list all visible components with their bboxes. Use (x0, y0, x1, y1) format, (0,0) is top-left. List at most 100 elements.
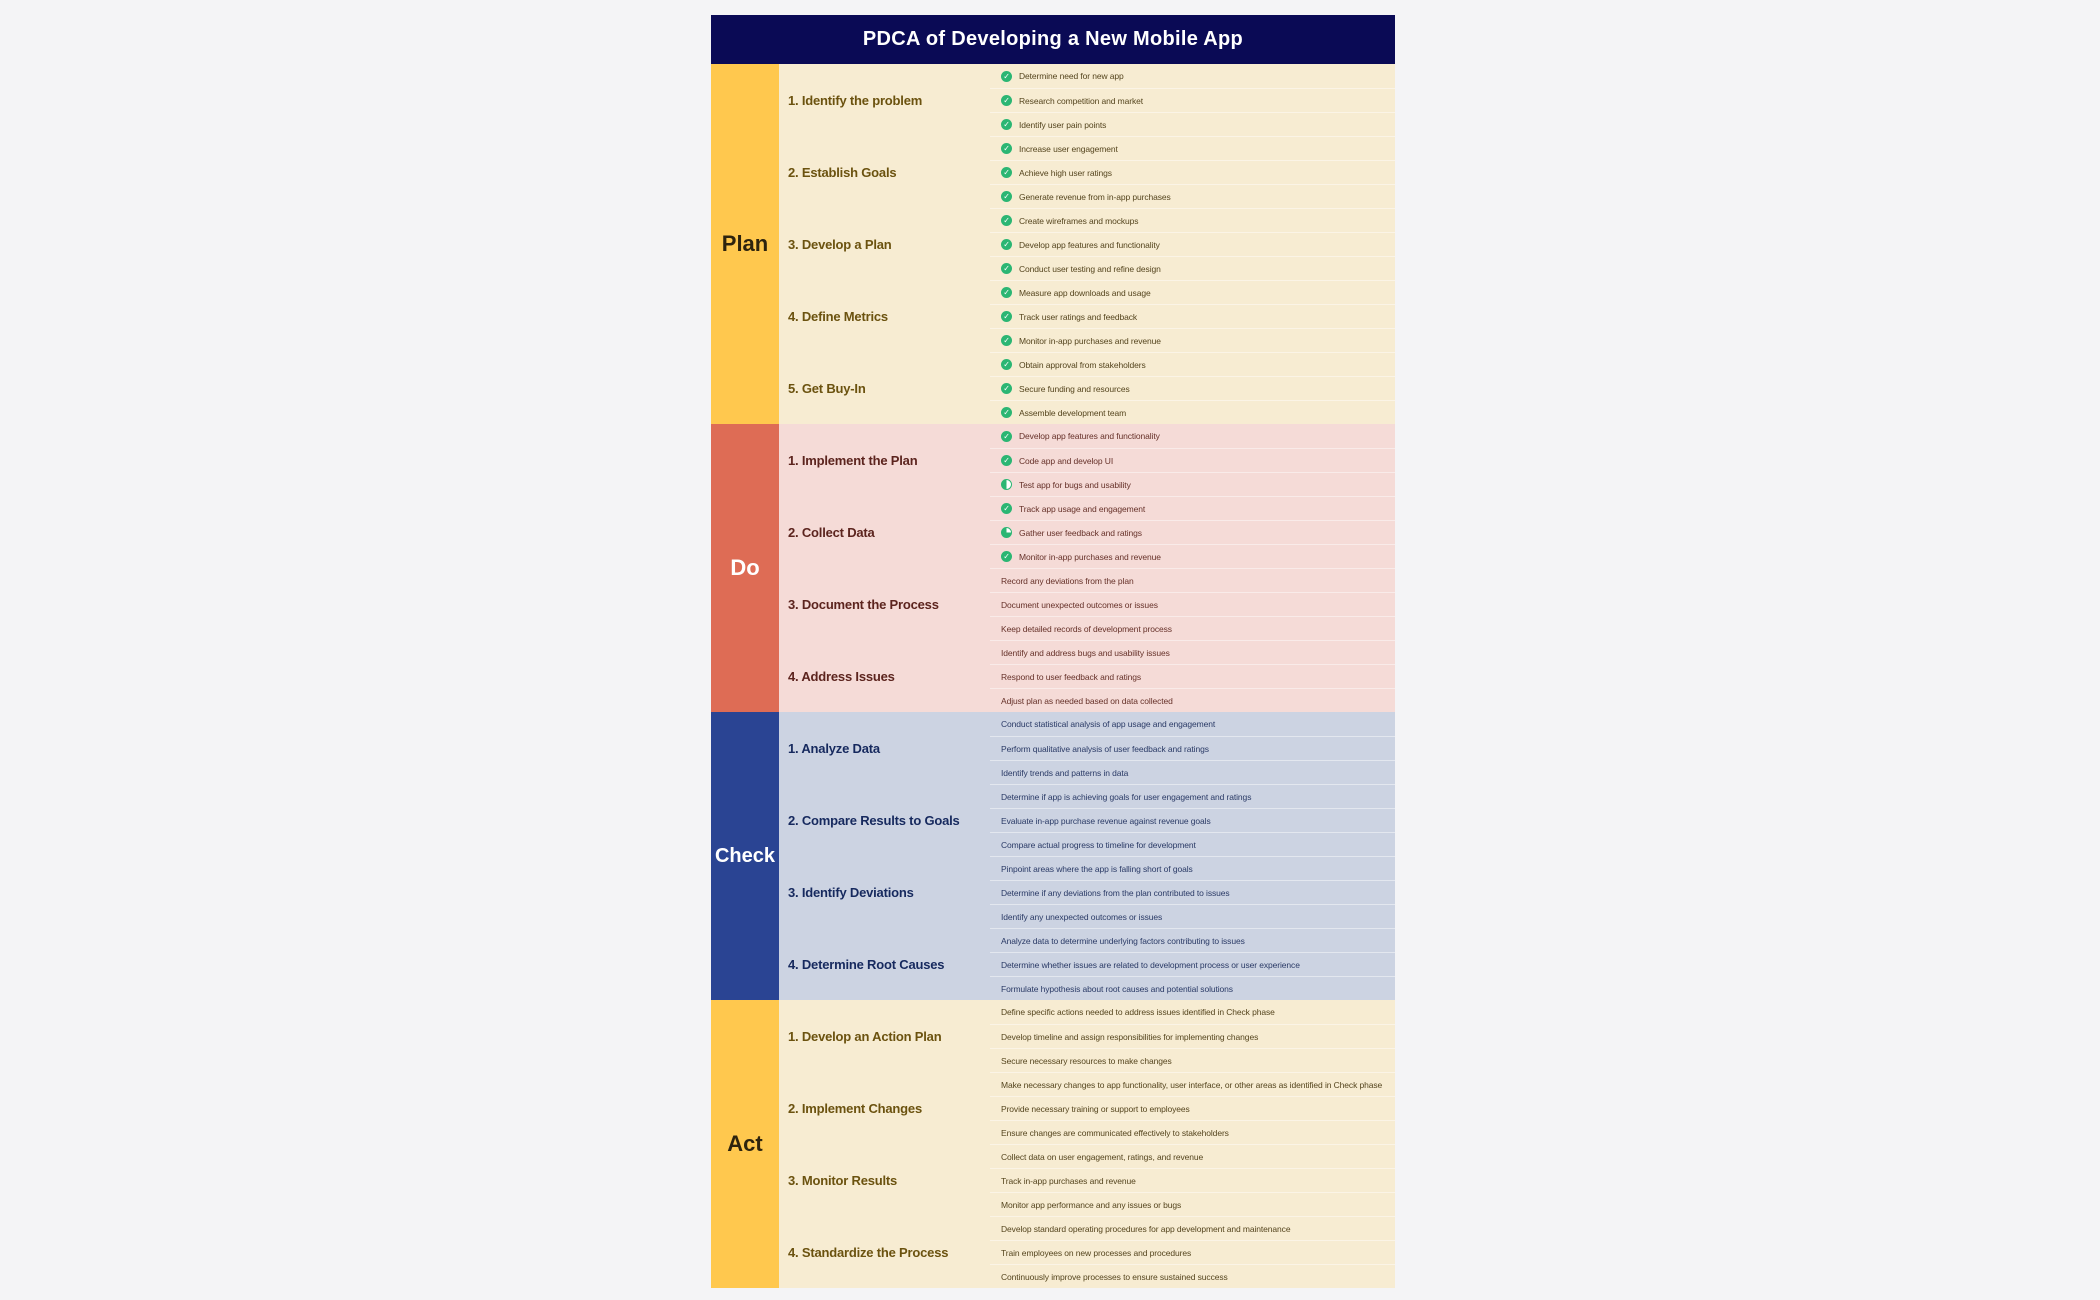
list-item-text: Conduct user testing and refine design (1019, 263, 1161, 274)
step-items: Conduct statistical analysis of app usag… (990, 712, 1395, 784)
phase-content: 1. Implement the Plan Develop app featur… (779, 424, 1395, 712)
list-item: Identify and address bugs and usability … (990, 640, 1395, 664)
list-item-text: Provide necessary training or support to… (1001, 1103, 1190, 1114)
step-title: 4. Determine Root Causes (788, 956, 945, 972)
list-item: Monitor app performance and any issues o… (990, 1192, 1395, 1216)
list-item: Record any deviations from the plan (990, 568, 1395, 592)
list-item-text: Generate revenue from in-app purchases (1019, 191, 1171, 202)
list-item: Obtain approval from stakeholders (990, 352, 1395, 376)
list-item: Determine if any deviations from the pla… (990, 880, 1395, 904)
three-quarter-circle-icon (1001, 527, 1012, 538)
check-circle-icon (1001, 119, 1012, 130)
list-item: Respond to user feedback and ratings (990, 664, 1395, 688)
list-item: Secure necessary resources to make chang… (990, 1048, 1395, 1072)
list-item-text: Secure necessary resources to make chang… (1001, 1055, 1172, 1066)
step-row: 1. Identify the problem Determine need f… (779, 64, 1395, 136)
step-items: Create wireframes and mockups Develop ap… (990, 208, 1395, 280)
list-item-text: Document unexpected outcomes or issues (1001, 599, 1158, 610)
list-item-text: Identify any unexpected outcomes or issu… (1001, 911, 1163, 922)
list-item: Determine if app is achieving goals for … (990, 784, 1395, 808)
list-item: Determine need for new app (990, 64, 1395, 88)
list-item-text: Create wireframes and mockups (1019, 215, 1139, 226)
step-row: 3. Document the Process Record any devia… (779, 568, 1395, 640)
list-item-text: Track user ratings and feedback (1019, 311, 1138, 322)
list-item: Monitor in-app purchases and revenue (990, 328, 1395, 352)
step-row: 2. Collect Data Track app usage and enga… (779, 496, 1395, 568)
list-item-text: Determine whether issues are related to … (1001, 959, 1300, 970)
list-item: Keep detailed records of development pro… (990, 616, 1395, 640)
step-title: 1. Implement the Plan (788, 452, 918, 468)
check-circle-icon (1001, 311, 1012, 322)
step-items: Identify and address bugs and usability … (990, 640, 1395, 712)
list-item-text: Secure funding and resources (1019, 383, 1130, 394)
step-row: 3. Identify Deviations Pinpoint areas wh… (779, 856, 1395, 928)
list-item-text: Conduct statistical analysis of app usag… (1001, 719, 1216, 729)
list-item: Develop app features and functionality (990, 232, 1395, 256)
list-item-text: Code app and develop UI (1019, 455, 1114, 466)
list-item-text: Monitor app performance and any issues o… (1001, 1199, 1182, 1210)
list-item: Identify trends and patterns in data (990, 760, 1395, 784)
phase-label: Plan (721, 231, 769, 256)
step-row: 2. Establish Goals Increase user engagem… (779, 136, 1395, 208)
check-circle-icon (1001, 239, 1012, 250)
step-title: 3. Monitor Results (788, 1172, 898, 1188)
step-row: 1. Develop an Action Plan Define specifi… (779, 1000, 1395, 1072)
step-items: Develop app features and functionality C… (990, 424, 1395, 496)
list-item-text: Track in-app purchases and revenue (1001, 1175, 1136, 1186)
step-items: Collect data on user engagement, ratings… (990, 1144, 1395, 1216)
list-item-text: Assemble development team (1019, 407, 1127, 418)
phase-content: 1. Identify the problem Determine need f… (779, 64, 1395, 424)
step-row: 2. Implement Changes Make necessary chan… (779, 1072, 1395, 1144)
list-item-text: Monitor in-app purchases and revenue (1019, 335, 1161, 346)
list-item-text: Evaluate in-app purchase revenue against… (1001, 815, 1211, 826)
list-item-text: Monitor in-app purchases and revenue (1019, 551, 1161, 562)
step-row: 1. Implement the Plan Develop app featur… (779, 424, 1395, 496)
list-item: Test app for bugs and usability (990, 472, 1395, 496)
check-circle-icon (1001, 503, 1012, 514)
half-circle-icon (1001, 479, 1012, 490)
list-item: Provide necessary training or support to… (990, 1096, 1395, 1120)
list-item-text: Keep detailed records of development pro… (1001, 623, 1172, 634)
list-item: Assemble development team (990, 400, 1395, 424)
list-item: Secure funding and resources (990, 376, 1395, 400)
step-row: 1. Analyze Data Conduct statistical anal… (779, 712, 1395, 784)
step-title: 3. Identify Deviations (788, 884, 914, 900)
step-items: Obtain approval from stakeholders Secure… (990, 352, 1395, 424)
check-circle-icon (1001, 167, 1012, 178)
list-item: Conduct user testing and refine design (990, 256, 1395, 280)
step-title: 2. Compare Results to Goals (788, 812, 960, 828)
step-items: Make necessary changes to app functional… (990, 1072, 1395, 1144)
list-item: Compare actual progress to timeline for … (990, 832, 1395, 856)
list-item: Develop app features and functionality (990, 424, 1395, 448)
list-item: Generate revenue from in-app purchases (990, 184, 1395, 208)
step-row: 4. Address Issues Identify and address b… (779, 640, 1395, 712)
list-item-text: Continuously improve processes to ensure… (1001, 1271, 1228, 1282)
check-circle-icon (1001, 430, 1012, 442)
step-items: Increase user engagement Achieve high us… (990, 136, 1395, 208)
check-circle-icon (1001, 551, 1012, 562)
phase-content: 1. Analyze Data Conduct statistical anal… (779, 712, 1395, 1000)
step-items: Pinpoint areas where the app is falling … (990, 856, 1395, 928)
list-item: Define specific actions needed to addres… (990, 1000, 1395, 1024)
list-item: Gather user feedback and ratings (990, 520, 1395, 544)
phase-band: Check (711, 712, 779, 1000)
phase-section-check: Check 1. Analyze Data Conduct statistica… (711, 712, 1395, 1000)
check-circle-icon (1001, 143, 1012, 154)
phase-band: Plan (711, 64, 779, 424)
step-items: Determine if app is achieving goals for … (990, 784, 1395, 856)
step-row: 4. Standardize the Process Develop stand… (779, 1216, 1395, 1288)
title-bar: PDCA of Developing a New Mobile App (711, 15, 1395, 64)
step-row: 3. Monitor Results Collect data on user … (779, 1144, 1395, 1216)
list-item-text: Ensure changes are communicated effectiv… (1001, 1127, 1229, 1138)
list-item-text: Determine if any deviations from the pla… (1001, 887, 1230, 898)
check-circle-icon (1001, 191, 1012, 202)
phase-section-do: Do 1. Implement the Plan Develop app fea… (711, 424, 1395, 712)
step-items: Analyze data to determine underlying fac… (990, 928, 1395, 1000)
phase-section-plan: Plan 1. Identify the problem Determine n… (711, 64, 1395, 424)
check-circle-icon (1001, 455, 1012, 466)
phase-label: Check (714, 844, 776, 867)
step-title: 4. Define Metrics (788, 308, 888, 324)
list-item: Create wireframes and mockups (990, 208, 1395, 232)
check-circle-icon (1001, 215, 1012, 226)
list-item-text: Adjust plan as needed based on data coll… (1001, 695, 1173, 706)
